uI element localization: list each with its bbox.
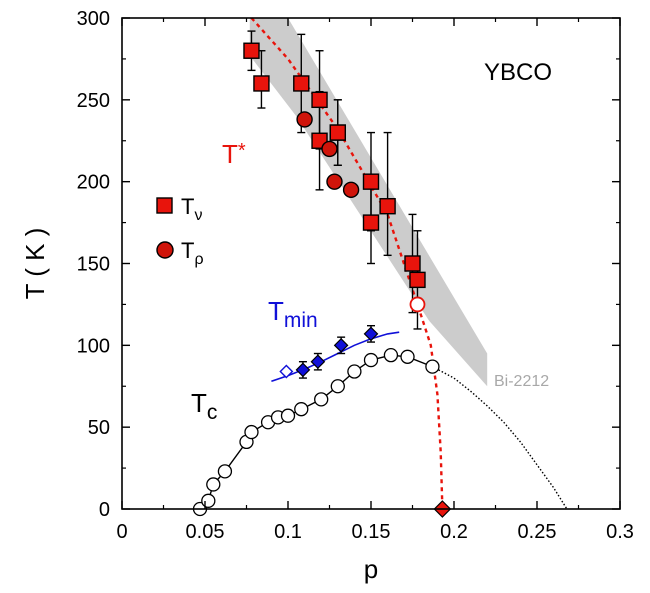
tstar-label-sup: * [238,140,246,162]
legend-entry-rho: Tρ [181,238,204,268]
tnu-point [362,173,380,190]
x-tick-label: 0.1 [274,521,302,543]
legend-entry-nu: Tν [181,194,202,224]
trho-point [296,111,313,128]
tc-point [383,348,399,363]
legend-rho-sub: ρ [194,251,203,268]
y-axis-title: T ( K ) [20,228,50,300]
tc-dotted-curve [432,365,568,510]
legend-nu-sub: ν [194,207,202,224]
tmin-point [295,362,311,378]
material-label: YBCO [484,59,552,86]
tstar-open-point [409,296,426,313]
tnu-point [329,124,346,141]
legend-circle-marker [156,241,174,259]
tc-point [244,424,259,440]
y-tick-label: 100 [77,335,110,357]
tc-point [425,359,440,374]
x-tick-label: 0.25 [518,521,557,543]
tnu-point [253,75,270,92]
tmin-label: Tmin [268,296,318,332]
tmin-point [333,337,349,353]
tstar-label: T* [222,139,246,169]
tmin-point [363,326,379,342]
x-tick-label: 0.15 [352,521,391,543]
tc-point [294,402,309,417]
tnu-point [362,214,380,231]
x-tick-label: 0.2 [440,521,468,543]
axis-ticks-layer: 0 0.05 0.1 0.15 0.2 0.25 0.3 0 50 100 150 200 250 300 [77,8,634,543]
tnu-point [379,198,396,215]
x-axis-title: p [364,554,378,584]
legend-square-marker [156,197,173,214]
tc-point [330,379,345,394]
legend-rho-main: T [181,238,194,263]
trho-point [326,173,343,190]
tmin-label-main: T [268,296,284,326]
tc-label: Tc [191,388,217,424]
tnu-point [311,91,328,109]
tc-label-main: T [191,388,207,418]
pseudogap-band [249,18,488,387]
legend: Tν Tρ [156,194,204,268]
pseudogap-band-layer [249,18,488,387]
marker-layer [192,42,452,518]
trho-point [342,181,360,199]
trho-point [321,140,338,158]
tc-point [201,493,216,508]
y-tick-label: 0 [99,499,110,521]
tc-label-sub: c [207,401,218,424]
tc-point [280,408,296,423]
tc-point [217,464,233,479]
x-tick-label: 0.3 [606,521,634,543]
x-tick-label: 0 [116,521,127,543]
tstar-label-main: T [222,139,238,169]
y-tick-label: 300 [77,8,110,30]
tc-point [314,392,329,407]
tc-point [400,349,415,364]
tnu-point [404,255,421,272]
tmin-open-point [279,364,294,379]
y-tick-label: 150 [77,254,110,276]
tmin-label-sub: min [284,309,318,332]
y-tick-label: 250 [77,90,110,112]
y-tick-label: 50 [88,417,110,439]
tc-point [206,477,221,492]
tc-solid-curve [199,354,433,510]
y-tick-label: 200 [77,172,110,194]
tnu-point [243,42,260,59]
tmin-point [310,354,326,370]
tnu-point [409,271,426,289]
tnu-point [293,75,310,92]
tc-point [347,364,362,379]
legend-nu-main: T [181,194,194,219]
x-tick-label: 0.05 [186,521,225,543]
band-label: Bi-2212 [494,373,549,390]
tc-point [363,352,379,368]
